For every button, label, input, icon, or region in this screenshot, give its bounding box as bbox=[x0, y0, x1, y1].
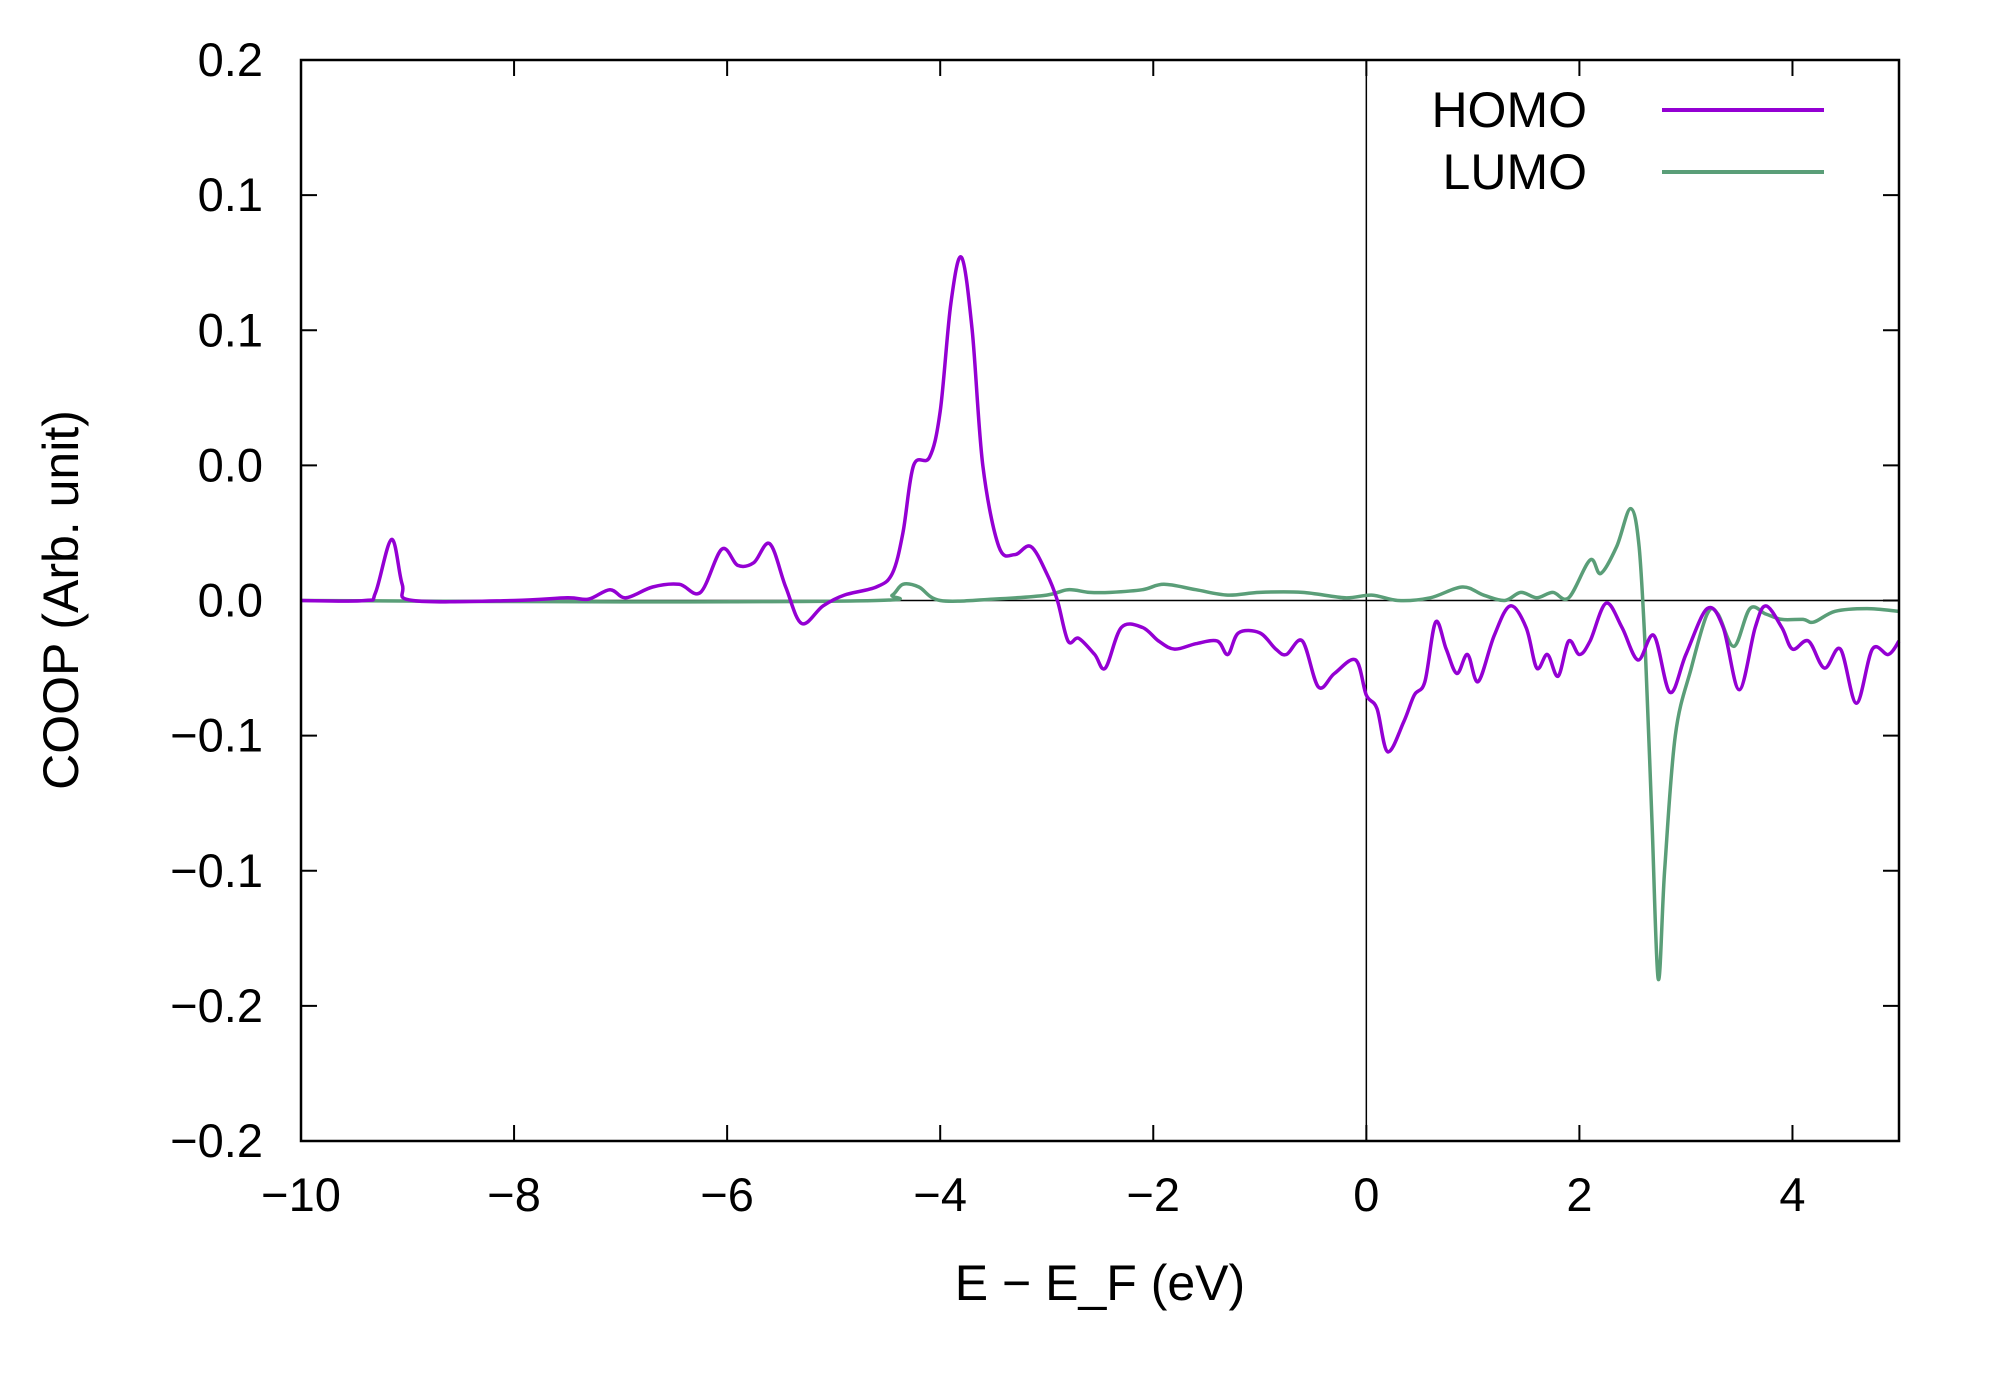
x-axis-title: E − E_F (eV) bbox=[955, 1255, 1245, 1311]
series-line-lumo bbox=[300, 506, 1900, 982]
plot-frame bbox=[299, 58, 1901, 1143]
y-tick-label: 0.0 bbox=[198, 574, 263, 627]
x-tick-label: −4 bbox=[913, 1168, 967, 1221]
y-tick-label: 0.0 bbox=[198, 438, 263, 491]
axis-ticks: −10 −8 −6 −4 −2 0 2 4 0.2 0.1 0.1 0.0 0.0 −0.1 −0.1 −0.… bbox=[170, 33, 1899, 1221]
x-tick-label: 0 bbox=[1353, 1168, 1379, 1221]
x-tick-label: −2 bbox=[1126, 1168, 1180, 1221]
legend: HOMO LUMO bbox=[1431, 82, 1824, 200]
y-tick-label: −0.1 bbox=[170, 844, 263, 897]
x-tick-label: −10 bbox=[261, 1168, 341, 1221]
legend-label-homo: HOMO bbox=[1431, 82, 1587, 138]
x-tick-label: −8 bbox=[487, 1168, 541, 1221]
legend-label-lumo: LUMO bbox=[1443, 144, 1587, 200]
series-line-homo bbox=[300, 255, 1901, 754]
x-tick-label: −6 bbox=[700, 1168, 754, 1221]
y-axis-title: COOP (Arb. unit) bbox=[33, 410, 89, 790]
x-tick-label: 2 bbox=[1566, 1168, 1592, 1221]
y-tick-label: −0.2 bbox=[170, 979, 263, 1032]
y-tick-label: 0.2 bbox=[198, 33, 263, 86]
y-tick-label: 0.1 bbox=[198, 303, 263, 356]
y-tick-label: −0.2 bbox=[170, 1114, 263, 1167]
y-tick-label: −0.1 bbox=[170, 709, 263, 762]
x-tick-label: 4 bbox=[1779, 1168, 1805, 1221]
y-tick-label: 0.1 bbox=[198, 168, 263, 221]
series-lines bbox=[300, 255, 1901, 982]
